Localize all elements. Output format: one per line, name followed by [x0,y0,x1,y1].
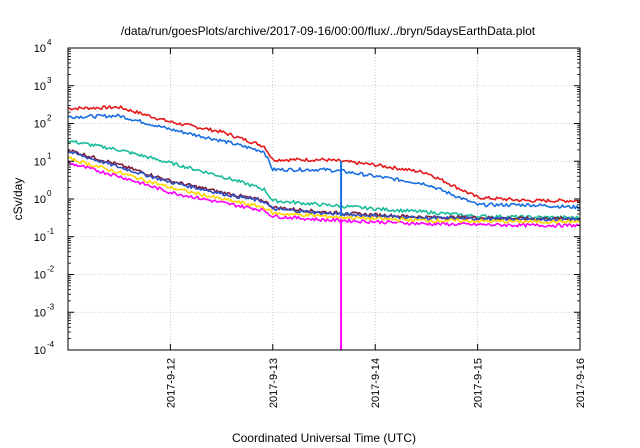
y-tick-exponent: 3 [47,76,52,85]
y-tick-label: 10 [34,270,46,282]
x-tick-label: 2017-9-16 [575,358,587,408]
y-tick-label: 10 [34,232,46,244]
y-tick-exponent: -2 [47,265,55,274]
series-line [67,156,581,225]
y-tick-exponent: 2 [47,114,52,123]
x-tick-label: 2017-9-15 [473,358,485,408]
y-tick-exponent: -4 [47,340,55,349]
series-line [67,151,581,222]
series-line [67,161,581,228]
y-tick-exponent: -3 [47,302,55,311]
y-tick-label: 10 [34,307,46,319]
y-tick-exponent: -1 [47,227,55,236]
x-axis-label: Coordinated Universal Time (UTC) [232,431,416,445]
y-tick-label: 10 [34,156,46,168]
x-tick-label: 2017-9-13 [268,358,280,408]
x-axis-ticks: 2017-9-12 2017-9-13 2017-9-14 2017-9-15 2017… [165,48,587,408]
series-line [67,139,581,220]
y-tick-label: 10 [34,194,46,206]
series-group [67,105,581,350]
series-line [67,105,581,204]
series-line [67,113,581,210]
y-tick-label: 10 [34,345,46,357]
x-tick-label: 2017-9-12 [165,358,177,408]
y-tick-label: 10 [34,81,46,93]
y-tick-exponent: 1 [47,151,52,160]
y-tick-label: 10 [34,119,46,131]
chart-title: /data/run/goesPlots/archive/2017-09-16/0… [121,24,536,38]
y-tick-label: 10 [34,43,46,55]
x-tick-label: 2017-9-14 [370,358,382,408]
y-tick-exponent: 4 [47,38,52,47]
y-tick-exponent: 0 [47,189,52,198]
y-axis-label: cSv/day [11,178,25,221]
